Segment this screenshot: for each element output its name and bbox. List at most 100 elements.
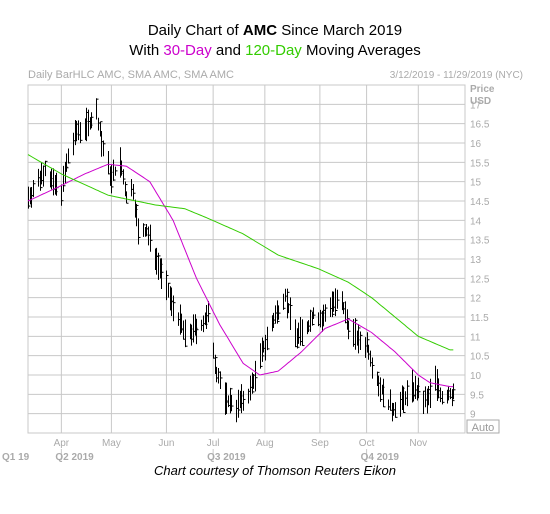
price-bar bbox=[430, 378, 433, 408]
quarter-label: Q1 19 bbox=[2, 452, 30, 463]
title-ticker: AMC bbox=[242, 22, 278, 39]
y-tick-label: 10.5 bbox=[470, 352, 490, 363]
quarter-label: Q4 2019 bbox=[361, 452, 400, 463]
price-bar bbox=[260, 343, 263, 369]
price-bar bbox=[80, 122, 83, 144]
chart-credit: Chart courtesy of Thomson Reuters Eikon bbox=[153, 463, 397, 478]
title-prefix: Daily Chart of bbox=[147, 22, 243, 39]
chart-title-line1: Daily Chart of AMC Since March 2019 bbox=[0, 22, 550, 39]
x-axis: Apr May Jun Jul Aug Sep Oct Nov Q1 19 Q2 2019 Q3 2… bbox=[2, 438, 427, 463]
price-bar bbox=[255, 360, 258, 392]
title-suffix: Since March 2019 bbox=[277, 22, 403, 39]
price-bar bbox=[262, 337, 265, 362]
month-label: Jul bbox=[207, 438, 220, 449]
price-bar bbox=[358, 324, 361, 354]
chart-header-left: Daily BarHLC AMC, SMA AMC, SMA AMC bbox=[28, 69, 234, 81]
price-bar bbox=[267, 326, 270, 351]
price-bar bbox=[125, 181, 128, 197]
price-bar bbox=[252, 372, 255, 394]
auto-scale-button[interactable]: Auto bbox=[466, 419, 500, 434]
price-bar bbox=[40, 170, 43, 191]
month-label: Jun bbox=[158, 438, 174, 449]
price-bar bbox=[407, 380, 410, 407]
y-tick-label: 16 bbox=[470, 139, 482, 150]
price-bar bbox=[377, 371, 380, 386]
y-tick-label: 13 bbox=[470, 255, 482, 266]
price-bar bbox=[380, 377, 383, 402]
price-bar bbox=[243, 390, 246, 411]
price-bar bbox=[290, 297, 293, 331]
y-tick-label: 11.5 bbox=[470, 313, 489, 324]
price-bar bbox=[115, 166, 118, 176]
price-bar bbox=[302, 319, 305, 347]
y-tick-label: 15.5 bbox=[470, 158, 490, 169]
price-bar bbox=[335, 288, 338, 317]
price-bar bbox=[123, 169, 126, 185]
price-bar bbox=[28, 186, 31, 209]
price-bar bbox=[452, 389, 455, 407]
price-bar bbox=[196, 318, 199, 345]
price-bar bbox=[103, 140, 106, 157]
price-bar bbox=[383, 378, 386, 408]
price-bar bbox=[66, 153, 69, 172]
y-tick-label: 12.5 bbox=[470, 274, 490, 285]
price-bar bbox=[143, 223, 146, 237]
price-bar bbox=[56, 172, 59, 196]
price-bar bbox=[68, 148, 71, 164]
price-bar bbox=[360, 331, 363, 351]
subtitle-prefix: With bbox=[129, 42, 164, 59]
price-bar bbox=[313, 307, 316, 319]
price-bar bbox=[367, 332, 370, 353]
price-bar bbox=[61, 184, 64, 206]
y-tick-label: 17 bbox=[470, 100, 482, 111]
price-bar bbox=[63, 165, 66, 192]
y-tick-label: 16.5 bbox=[470, 120, 490, 131]
price-bar bbox=[33, 179, 36, 198]
price-bar bbox=[395, 402, 398, 418]
price-bar bbox=[136, 203, 139, 227]
price-bar bbox=[100, 121, 103, 137]
chart-title-line2: With 30-Day and 120-Day Moving Averages bbox=[0, 42, 550, 59]
price-bar bbox=[45, 160, 48, 177]
quarter-label: Q2 2019 bbox=[55, 452, 94, 463]
y-tick-label: 10 bbox=[470, 371, 482, 382]
y-tick-label: 14.5 bbox=[470, 197, 490, 208]
price-bar bbox=[348, 320, 351, 340]
price-bar bbox=[297, 328, 300, 349]
y-tick-label: 9 bbox=[470, 410, 476, 421]
price-bar bbox=[208, 300, 211, 323]
sma120-line bbox=[27, 154, 454, 351]
price-bar bbox=[150, 224, 153, 252]
price-bar bbox=[287, 288, 290, 319]
chart-header-right: 3/12/2019 - 11/29/2019 (NYC) bbox=[390, 70, 523, 81]
price-bar bbox=[277, 300, 280, 324]
price-bar bbox=[215, 354, 218, 375]
price-bar bbox=[278, 305, 281, 320]
price-bar bbox=[418, 377, 421, 399]
price-bar bbox=[238, 389, 241, 418]
price-bar bbox=[442, 391, 445, 405]
price-bar bbox=[96, 98, 99, 120]
auto-label[interactable]: Auto bbox=[472, 422, 495, 434]
price-bar bbox=[310, 309, 313, 332]
y-tick-label: 12 bbox=[470, 294, 482, 305]
price-bar bbox=[332, 291, 335, 318]
y-tick-label: 9.5 bbox=[470, 390, 484, 401]
price-bar bbox=[166, 270, 169, 301]
price-bar bbox=[173, 295, 176, 322]
subtitle-ma120: 120-Day bbox=[245, 42, 302, 59]
price-bar bbox=[113, 159, 116, 181]
price-bar bbox=[91, 112, 94, 129]
price-bar bbox=[283, 293, 286, 310]
y-axis-label: USD bbox=[470, 96, 491, 107]
month-label: Sep bbox=[311, 438, 329, 449]
price-bar bbox=[161, 258, 164, 290]
y-tick-label: 15 bbox=[470, 178, 482, 189]
y-tick-label: 13.5 bbox=[470, 236, 490, 247]
month-label: Aug bbox=[256, 438, 274, 449]
price-bar bbox=[220, 371, 223, 389]
month-label: Nov bbox=[409, 438, 427, 449]
y-axis: 9 9.5 10 10.5 11 11.5 12 12.5 13 13.5 14 14.5 15 15.5… bbox=[470, 84, 495, 421]
price-bar bbox=[168, 282, 171, 298]
